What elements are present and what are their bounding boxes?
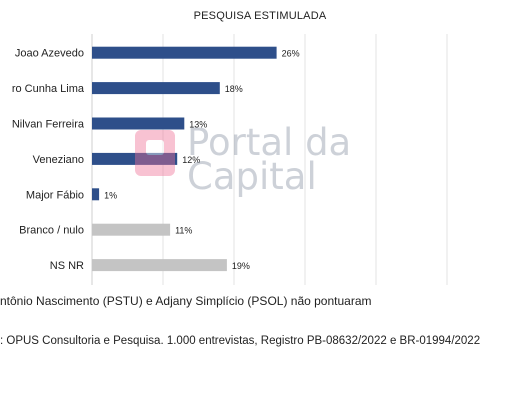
- bar: [92, 152, 178, 165]
- value-label: 26%: [282, 49, 300, 59]
- value-labels: 26% 18% 13% 12% 1% 11% 19%: [104, 49, 300, 271]
- category-label: Nilvan Ferreira: [12, 119, 85, 131]
- value-label: 1%: [104, 190, 117, 200]
- value-label: 11%: [175, 226, 192, 236]
- bar: [92, 117, 185, 130]
- value-label: 18%: [225, 84, 243, 94]
- bar: [92, 259, 227, 272]
- bar: [92, 188, 100, 201]
- value-label: 12%: [182, 155, 200, 165]
- bar-chart: Joao Azevedo ro Cunha Lima Nilvan Ferreira…: [12, 34, 448, 285]
- category-label: NS NR: [50, 260, 84, 272]
- category-label: ro Cunha Lima: [12, 83, 85, 95]
- category-label: Joao Azevedo: [15, 48, 84, 60]
- category-label: Major Fábio: [26, 189, 84, 201]
- bars: [92, 46, 277, 272]
- value-label: 19%: [232, 261, 250, 271]
- bar: [92, 82, 220, 95]
- category-label: Veneziano: [33, 154, 84, 166]
- bar: [92, 223, 171, 236]
- footnote-unscored-candidates: ntônio Nascimento (PSTU) e Adjany Simplí…: [0, 294, 372, 308]
- category-label: Branco / nulo: [19, 225, 84, 237]
- category-labels: Joao Azevedo ro Cunha Lima Nilvan Ferreira…: [12, 48, 85, 272]
- value-label: 13%: [189, 120, 207, 130]
- footnote-source: : OPUS Consultoria e Pesquisa. 1.000 ent…: [0, 335, 481, 347]
- bar: [92, 46, 277, 59]
- chart-title: PESQUISA ESTIMULADA: [193, 10, 327, 22]
